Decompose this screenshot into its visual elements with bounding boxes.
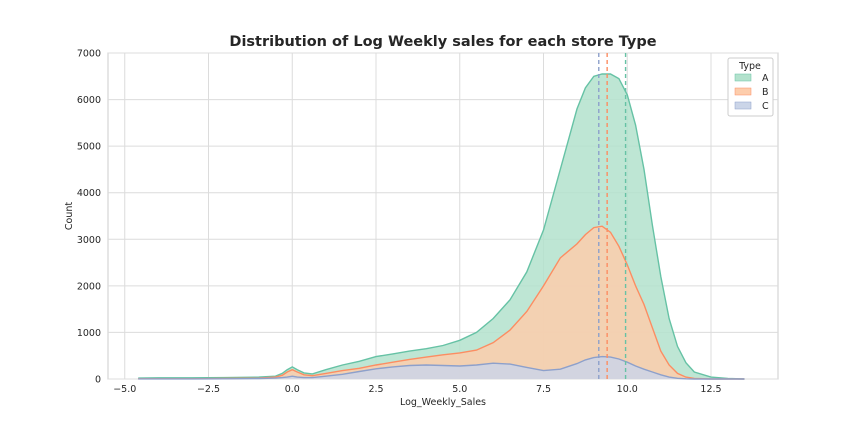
kde-line-A: [138, 73, 745, 380]
x-axis-label: Log_Weekly_Sales: [400, 397, 486, 408]
histogram-areas: [138, 74, 745, 379]
kde-lines: [138, 73, 745, 380]
y-tick-label: 7000: [77, 49, 101, 60]
x-tick-label: 10.0: [617, 384, 638, 395]
y-tick-label: 0: [95, 375, 101, 386]
x-tick-label: −2.5: [197, 384, 220, 395]
kde-line-B: [138, 225, 745, 380]
x-tick-label: 12.5: [700, 384, 721, 395]
legend: Type ABC: [727, 57, 774, 117]
x-tick-label: 2.5: [368, 384, 383, 395]
legend-swatch-A: [734, 73, 752, 82]
legend-label-C: C: [762, 101, 769, 112]
x-tick-label: 7.5: [536, 384, 551, 395]
mean-lines: [598, 53, 627, 379]
y-tick-label: 6000: [77, 95, 101, 106]
legend-label-A: A: [762, 73, 769, 84]
area-series-B: [138, 226, 745, 379]
y-tick-label: 4000: [77, 188, 101, 199]
legend-swatch-B: [734, 87, 752, 96]
y-axis-label: Count: [64, 202, 75, 230]
x-tick-label: 5.0: [452, 384, 467, 395]
legend-title: Type: [738, 61, 761, 72]
legend-swatch-C: [734, 101, 752, 110]
legend-label-B: B: [762, 87, 769, 98]
y-tick-label: 2000: [77, 281, 101, 292]
legend-box: [727, 57, 774, 117]
area-series-C: [138, 356, 745, 379]
y-tick-label: 3000: [77, 235, 101, 246]
chart-title: Distribution of Log Weekly sales for eac…: [229, 34, 656, 50]
x-tick-label: −5.0: [113, 384, 136, 395]
x-tick-labels: −5.0 −2.5 0.0 2.5 5.0 7.5 10.0 12.5: [113, 384, 721, 395]
y-tick-label: 5000: [77, 142, 101, 153]
kde-line-C: [138, 355, 745, 380]
y-tick-labels: 0 1000 2000 3000 4000 5000 6000 7000: [77, 49, 101, 386]
y-tick-label: 1000: [77, 328, 101, 339]
x-tick-label: 0.0: [285, 384, 300, 395]
